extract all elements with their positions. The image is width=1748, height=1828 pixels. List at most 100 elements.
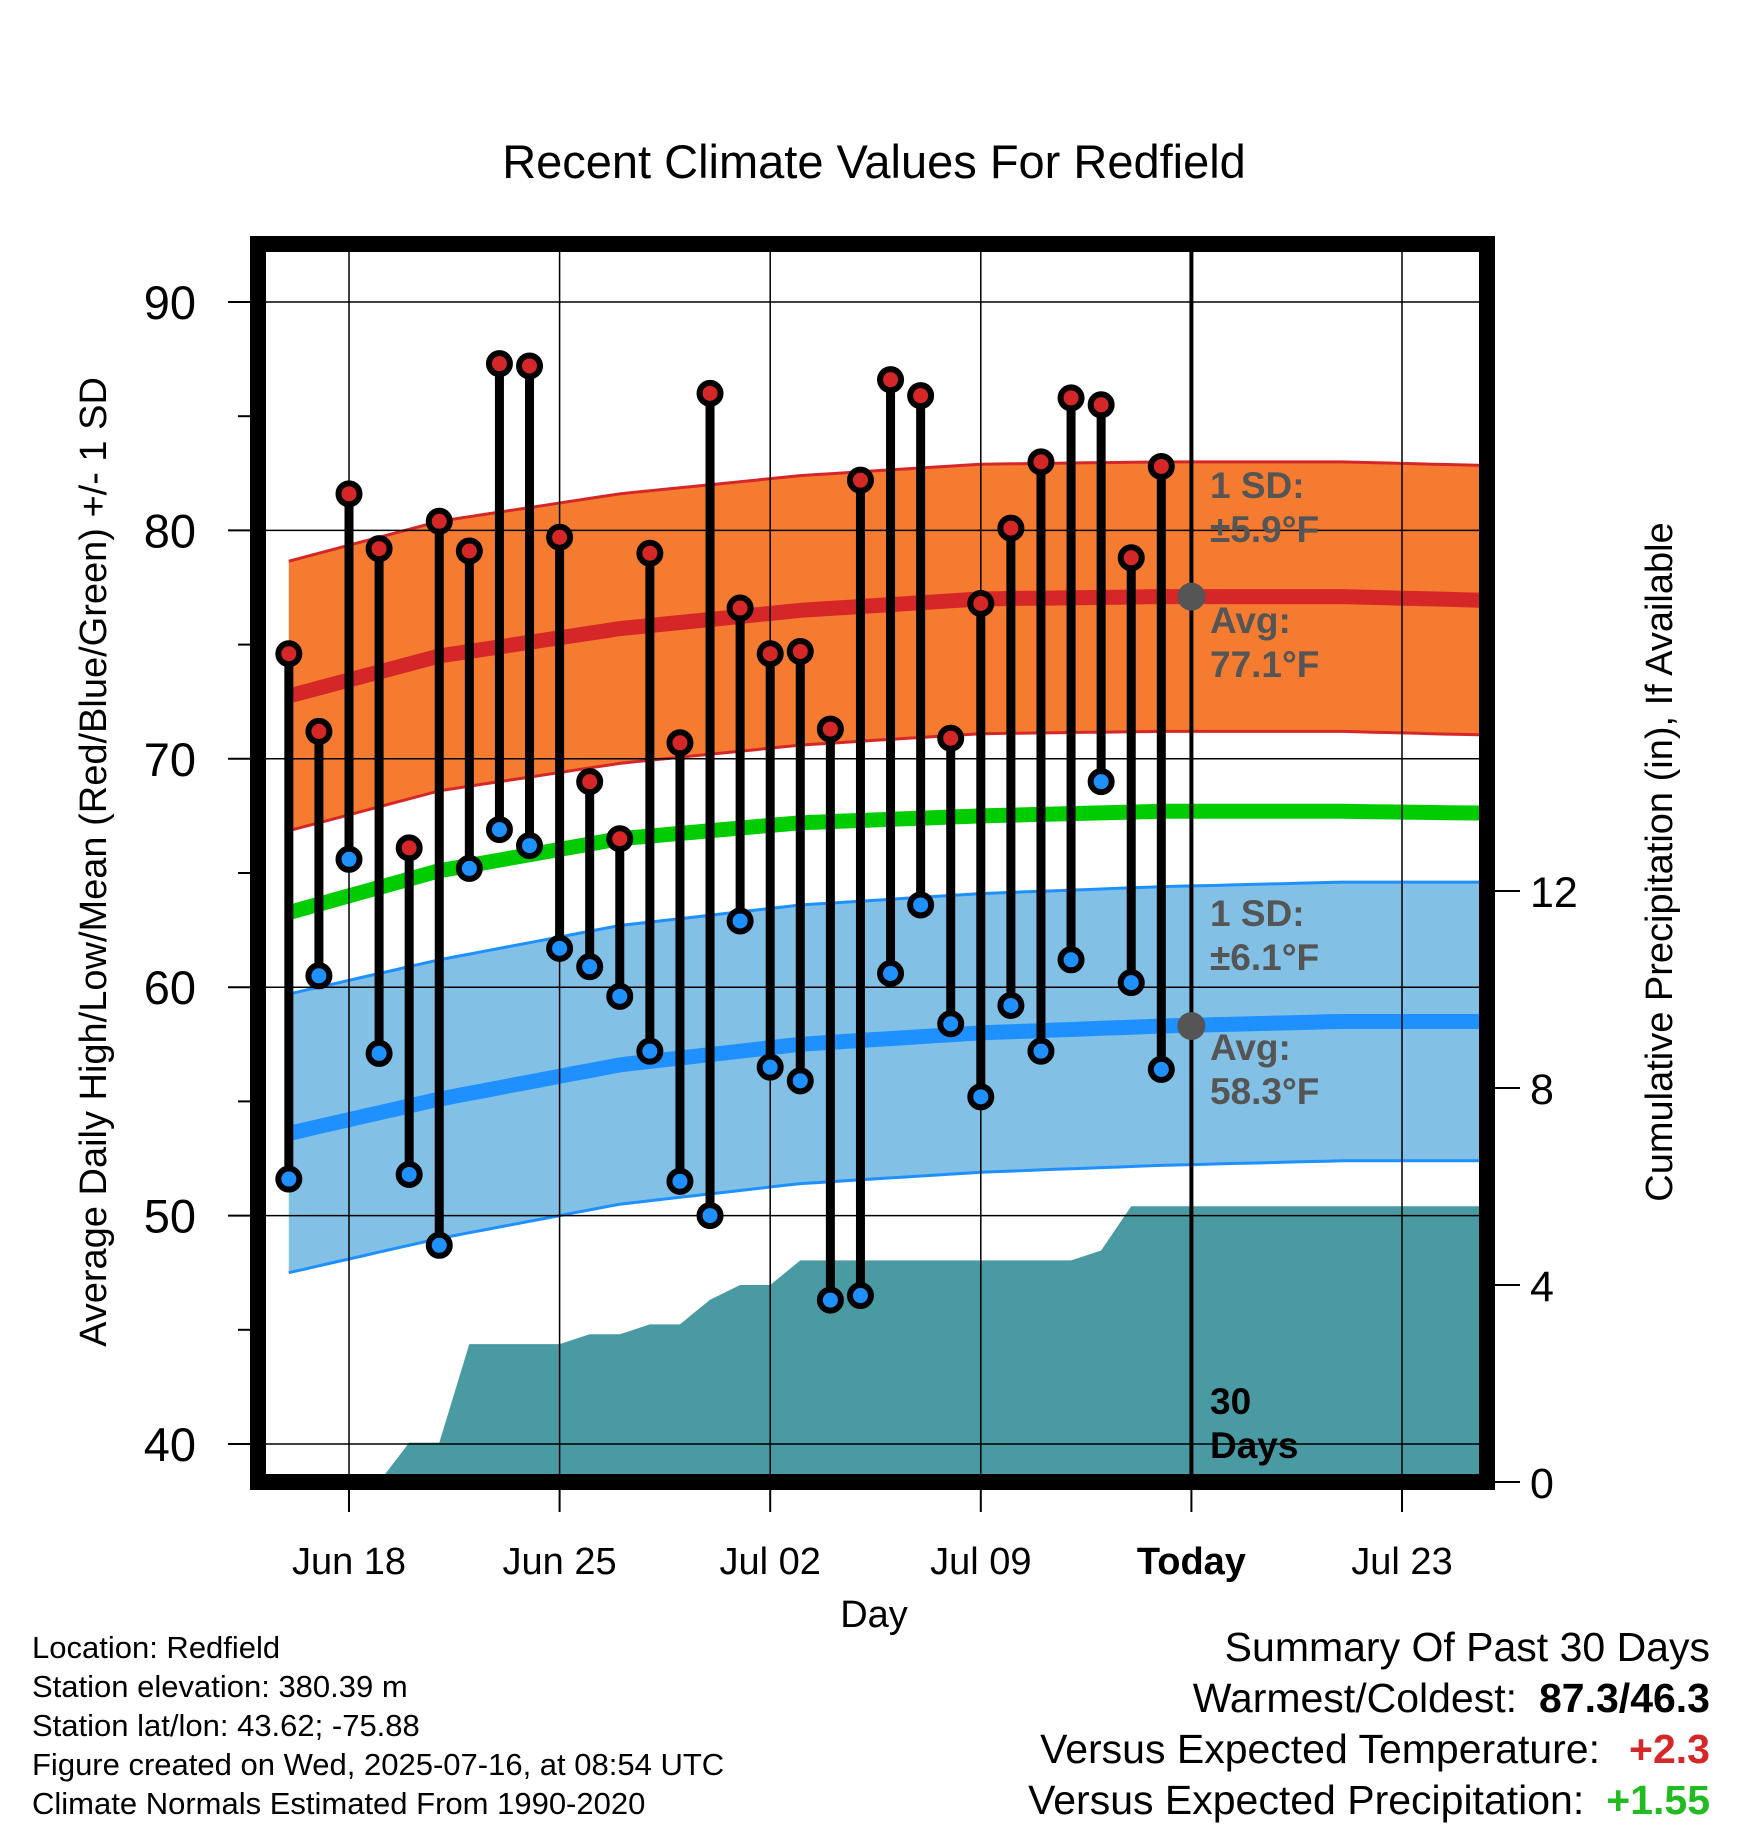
summary-temp: Versus Expected Temperature: +2.3 xyxy=(1028,1724,1710,1775)
daily-high-point xyxy=(1117,544,1145,572)
high-sd-lower-line xyxy=(288,729,1487,833)
y-tick-label-left: 90 xyxy=(144,276,196,329)
daily-high-point xyxy=(485,350,513,378)
daily-high-point xyxy=(1057,384,1085,412)
window-days-number: 30 xyxy=(1210,1381,1251,1422)
daily-low-point xyxy=(1057,946,1085,974)
daily-high-point xyxy=(696,379,724,407)
summary-precip: Versus Expected Precipitation: +1.55 xyxy=(1028,1775,1710,1826)
y-tick-label-left: 40 xyxy=(144,1418,196,1471)
chart-title: Recent Climate Values For Redfield xyxy=(502,135,1246,188)
daily-high-point xyxy=(786,637,814,665)
daily-low-point xyxy=(606,982,634,1010)
daily-low-point xyxy=(937,1010,965,1038)
daily-low-point xyxy=(546,934,574,962)
daily-high-point xyxy=(576,768,604,796)
daily-high-point xyxy=(1147,452,1175,480)
temp-label: Versus Expected Temperature: xyxy=(1040,1726,1600,1772)
daily-low-point xyxy=(516,832,544,860)
daily-low-point xyxy=(877,959,905,987)
y-tick-label-left: 80 xyxy=(144,504,196,557)
daily-high-point xyxy=(756,640,784,668)
daily-low-point xyxy=(816,1286,844,1314)
daily-high-point xyxy=(816,715,844,743)
daily-low-point xyxy=(666,1167,694,1195)
daily-high-point xyxy=(425,507,453,535)
precipitation-area xyxy=(379,1206,1487,1482)
latlon-text: Station lat/lon: 43.62; -75.88 xyxy=(32,1708,420,1743)
low-normal-line xyxy=(287,1014,1487,1141)
plot-frame xyxy=(250,236,1495,1490)
low-sd-label: 1 SD: xyxy=(1210,893,1305,934)
precip-label: Versus Expected Precipitation: xyxy=(1028,1777,1585,1823)
daily-low-point xyxy=(726,907,754,935)
warm-cold-label: Warmest/Coldest: xyxy=(1192,1675,1517,1721)
daily-low-point xyxy=(967,1083,995,1111)
y-tick-label-right: 8 xyxy=(1530,1066,1554,1114)
station-info: Location: Redfield Station elevation: 38… xyxy=(32,1628,724,1823)
daily-high-point xyxy=(937,724,965,752)
low-sd-value: ±6.1°F xyxy=(1210,937,1319,978)
daily-high-point xyxy=(666,729,694,757)
daily-high-point xyxy=(997,514,1025,542)
high-sd-upper-line xyxy=(288,460,1487,563)
daily-low-point xyxy=(696,1202,724,1230)
created-text: Figure created on Wed, 2025-07-16, at 08… xyxy=(32,1747,725,1782)
y-axis-label-left: Average Daily High/Low/Mean (Red/Blue/Gr… xyxy=(73,377,115,1347)
daily-high-point xyxy=(516,352,544,380)
daily-low-point xyxy=(335,845,363,873)
temp-value: +2.3 xyxy=(1629,1726,1710,1772)
daily-high-point xyxy=(846,466,874,494)
daily-low-point xyxy=(756,1053,784,1081)
daily-low-point xyxy=(425,1231,453,1259)
x-axis-label: Day xyxy=(840,1594,908,1636)
daily-low-point xyxy=(636,1037,664,1065)
x-tick-label: Jul 02 xyxy=(719,1541,820,1583)
daily-high-point xyxy=(606,825,634,853)
daily-high-point xyxy=(726,594,754,622)
y-tick-label-right: 12 xyxy=(1530,869,1578,917)
daily-low-point xyxy=(365,1039,393,1067)
daily-high-point xyxy=(365,535,393,563)
x-tick-label: Today xyxy=(1137,1541,1246,1583)
low-sd-lower-line xyxy=(288,1159,1487,1275)
daily-high-point xyxy=(1027,448,1055,476)
x-tick-label: Jun 25 xyxy=(503,1541,617,1583)
low-avg-label: Avg: xyxy=(1210,1027,1291,1068)
daily-high-point xyxy=(907,382,935,410)
daily-low-point xyxy=(846,1282,874,1310)
daily-low-point xyxy=(1147,1055,1175,1083)
daily-low-point xyxy=(275,1165,303,1193)
summary-panel: Summary Of Past 30 Days Warmest/Coldest:… xyxy=(1028,1622,1710,1826)
daily-high-point xyxy=(546,523,574,551)
y-axis-label-right: Cumulative Precipitation (in), If Availa… xyxy=(1639,522,1681,1201)
daily-high-point xyxy=(305,717,333,745)
daily-low-point xyxy=(576,953,604,981)
precip-value: +1.55 xyxy=(1606,1777,1710,1823)
high-avg-value: 77.1°F xyxy=(1210,644,1319,685)
daily-low-point xyxy=(485,816,513,844)
high-normal-line xyxy=(286,589,1487,704)
location-text: Location: Redfield xyxy=(32,1630,281,1665)
low-avg-marker xyxy=(1177,1012,1206,1041)
daily-high-point xyxy=(275,640,303,668)
daily-low-point xyxy=(455,854,483,882)
daily-low-point xyxy=(1027,1037,1055,1065)
daily-low-point xyxy=(786,1067,814,1095)
daily-low-point xyxy=(1117,969,1145,997)
daily-high-point xyxy=(395,834,423,862)
daily-low-point xyxy=(305,962,333,990)
warm-cold-value: 87.3/46.3 xyxy=(1539,1675,1710,1721)
y-tick-label-left: 70 xyxy=(144,733,196,786)
high-sd-value: ±5.9°F xyxy=(1210,509,1319,550)
summary-title: Summary Of Past 30 Days xyxy=(1224,1624,1710,1670)
daily-high-point xyxy=(1087,391,1115,419)
daily-high-point xyxy=(877,366,905,394)
daily-low-point xyxy=(1087,768,1115,796)
y-tick-label-left: 50 xyxy=(144,1190,196,1243)
daily-low-point xyxy=(395,1160,423,1188)
axes: 40 50 60 70 80 90 0 4 8 12 Jun 18 Jun 25 Jul 02 Jul 0… xyxy=(144,236,1578,1583)
